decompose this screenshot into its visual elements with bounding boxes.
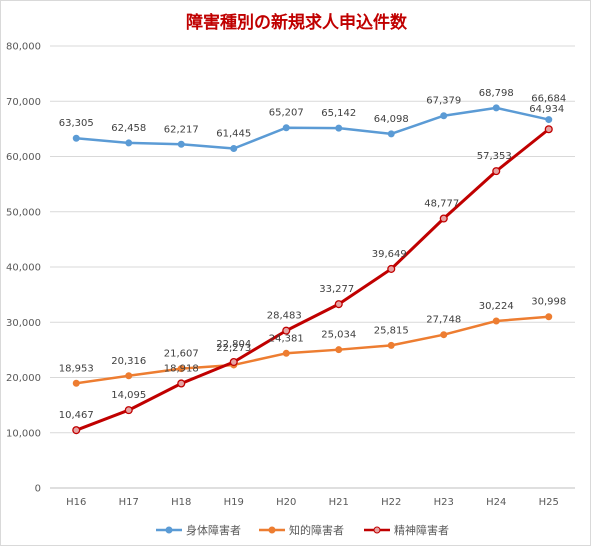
data-label: 62,217	[164, 124, 199, 135]
data-point	[177, 140, 185, 148]
x-axis-tick-labels: H16 H17 H18 H19 H20 H21 H22 H23 H24 H25	[66, 497, 559, 508]
legend-label: 精神障害者	[394, 523, 449, 537]
data-point	[72, 426, 81, 435]
data-label: 48,777	[424, 199, 459, 210]
legend: 身体障害者 知的障害者 精神障害者	[156, 523, 449, 537]
data-point	[334, 300, 343, 309]
data-point	[125, 372, 133, 380]
data-label: 33,277	[319, 284, 354, 295]
data-label: 25,815	[374, 325, 409, 336]
data-label: 57,353	[477, 151, 512, 162]
y-tick-label: 30,000	[6, 318, 41, 329]
data-label: 27,748	[426, 315, 461, 326]
x-tick-label: H21	[329, 497, 349, 508]
data-point	[177, 365, 185, 373]
data-label: 62,458	[111, 123, 146, 134]
x-tick-label: H19	[224, 497, 244, 508]
y-tick-label: 60,000	[6, 152, 41, 163]
data-label: 18,953	[59, 363, 94, 374]
legend-label: 知的障害者	[289, 523, 344, 537]
legend-entry: 精神障害者	[364, 523, 449, 537]
data-point	[229, 357, 238, 367]
data-label: 20,316	[111, 356, 146, 367]
gridlines	[50, 45, 575, 489]
y-tick-label: 80,000	[6, 42, 41, 53]
x-tick-label: H20	[276, 497, 296, 508]
x-tick-label: H24	[486, 497, 506, 508]
x-tick-label: H25	[539, 497, 559, 508]
data-point	[387, 264, 396, 273]
y-tick-label: 50,000	[6, 207, 41, 218]
data-label: 22,804	[216, 339, 251, 350]
data-point	[492, 317, 500, 325]
data-label: 64,098	[374, 114, 409, 125]
data-point	[387, 341, 395, 349]
y-tick-label: 70,000	[6, 97, 41, 108]
data-point	[230, 145, 238, 153]
data-point	[544, 125, 553, 134]
data-label: 10,467	[59, 410, 94, 421]
data-label: 30,224	[479, 301, 514, 312]
data-label: 64,934	[529, 104, 564, 115]
series-line	[76, 106, 550, 150]
data-label: 21,607	[164, 349, 199, 360]
data-point	[125, 139, 133, 147]
series-line	[76, 315, 549, 385]
data-point	[439, 214, 448, 223]
data-label: 14,095	[111, 390, 146, 401]
x-tick-label: H18	[171, 497, 191, 508]
data-point	[72, 379, 80, 387]
legend-entry: 知的障害者	[259, 523, 344, 537]
data-point	[492, 167, 501, 176]
data-label: 67,379	[426, 96, 461, 107]
data-point	[335, 346, 343, 354]
data-label: 63,305	[59, 118, 94, 129]
legend-swatch-marker	[268, 526, 276, 534]
data-point	[387, 130, 395, 138]
x-tick-label: H17	[119, 497, 139, 508]
data-label: 65,207	[269, 108, 304, 119]
data-point	[545, 116, 553, 124]
data-labels: 63,305 62,458 62,217 61,445 65,207 65,142 64,0…	[59, 88, 567, 421]
data-label: 66,684	[531, 94, 566, 105]
legend-swatch-marker	[165, 526, 173, 534]
y-tick-label: 0	[35, 484, 41, 495]
series-line	[75, 128, 550, 432]
legend-label: 身体障害者	[186, 523, 241, 537]
chart-title: 障害種別の新規求人申込件数	[186, 13, 407, 33]
data-label: 30,998	[531, 297, 566, 308]
data-point	[177, 379, 186, 388]
data-label: 61,445	[216, 129, 251, 140]
x-tick-label: H16	[66, 497, 86, 508]
data-label: 39,649	[372, 249, 407, 260]
data-label: 68,798	[479, 88, 514, 99]
y-axis-tick-labels: 0 10,000 20,000 30,000 40,000 50,000 60,000 70,…	[6, 42, 41, 495]
y-tick-label: 10,000	[6, 428, 41, 439]
data-point	[124, 406, 133, 415]
data-point	[440, 112, 448, 120]
data-point	[545, 313, 553, 321]
data-label: 25,034	[321, 330, 356, 341]
data-label: 65,142	[321, 108, 356, 119]
data-point	[282, 326, 291, 335]
data-point	[440, 331, 448, 339]
data-point	[282, 349, 290, 357]
data-point	[282, 124, 290, 132]
data-point	[72, 134, 80, 142]
series-lines	[72, 104, 553, 435]
legend-entry: 身体障害者	[156, 523, 241, 537]
data-label: 22,273	[216, 343, 251, 354]
x-tick-label: H23	[434, 497, 454, 508]
y-tick-label: 40,000	[6, 263, 41, 274]
legend-swatch-marker	[373, 526, 381, 534]
y-tick-label: 20,000	[6, 373, 41, 384]
data-label: 24,381	[269, 333, 304, 344]
data-label: 28,483	[267, 311, 302, 322]
data-point	[492, 104, 500, 112]
data-point	[335, 124, 343, 132]
data-label: 18,918	[164, 363, 199, 374]
x-tick-label: H22	[381, 497, 401, 508]
